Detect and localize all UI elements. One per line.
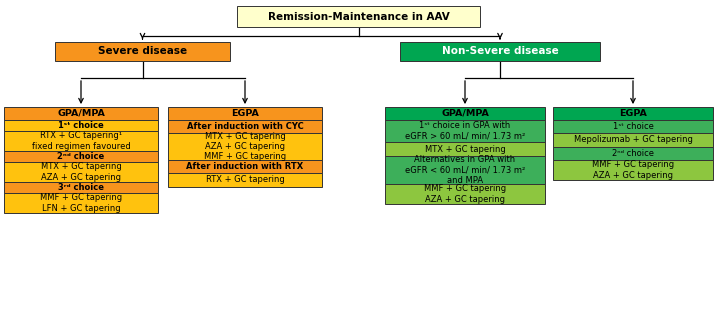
Text: 1ˢᵗ choice in GPA with
eGFR > 60 mL/ min/ 1.73 m²: 1ˢᵗ choice in GPA with eGFR > 60 mL/ min…	[405, 121, 525, 141]
FancyBboxPatch shape	[553, 147, 713, 160]
FancyBboxPatch shape	[553, 107, 713, 120]
Text: GPA/MPA: GPA/MPA	[57, 109, 105, 118]
Text: GPA/MPA: GPA/MPA	[441, 109, 489, 118]
FancyBboxPatch shape	[4, 151, 158, 162]
FancyBboxPatch shape	[168, 133, 322, 160]
Text: After induction with CYC: After induction with CYC	[186, 122, 303, 131]
Text: RTX + GC tapering: RTX + GC tapering	[206, 175, 285, 185]
FancyBboxPatch shape	[385, 107, 545, 120]
Text: Remission-Maintenance in AAV: Remission-Maintenance in AAV	[267, 11, 450, 22]
Text: 2ⁿᵈ choice: 2ⁿᵈ choice	[612, 149, 654, 158]
FancyBboxPatch shape	[4, 193, 158, 213]
Text: 2ⁿᵈ choice: 2ⁿᵈ choice	[57, 152, 105, 161]
FancyBboxPatch shape	[385, 184, 545, 204]
FancyBboxPatch shape	[4, 182, 158, 193]
FancyBboxPatch shape	[400, 42, 600, 61]
Text: Alternatives in GPA with
eGFR < 60 mL/ min/ 1.73 m²
and MPA: Alternatives in GPA with eGFR < 60 mL/ m…	[405, 155, 525, 185]
FancyBboxPatch shape	[55, 42, 230, 61]
Text: EGPA: EGPA	[619, 109, 647, 118]
Text: MMF + GC tapering
AZA + GC tapering: MMF + GC tapering AZA + GC tapering	[424, 184, 506, 204]
Text: After induction with RTX: After induction with RTX	[186, 162, 303, 171]
Text: MTX + GC tapering: MTX + GC tapering	[424, 144, 505, 154]
FancyBboxPatch shape	[168, 120, 322, 133]
Text: MMF + GC tapering
AZA + GC tapering: MMF + GC tapering AZA + GC tapering	[592, 160, 674, 180]
FancyBboxPatch shape	[4, 131, 158, 151]
FancyBboxPatch shape	[4, 107, 158, 120]
Text: 1ˢᵗ choice: 1ˢᵗ choice	[58, 121, 104, 130]
FancyBboxPatch shape	[4, 162, 158, 182]
Text: Non-Severe disease: Non-Severe disease	[442, 47, 559, 56]
FancyBboxPatch shape	[385, 142, 545, 156]
FancyBboxPatch shape	[237, 6, 480, 27]
Text: Severe disease: Severe disease	[98, 47, 187, 56]
Text: EGPA: EGPA	[231, 109, 259, 118]
FancyBboxPatch shape	[385, 120, 545, 142]
FancyBboxPatch shape	[553, 160, 713, 180]
Text: MMF + GC tapering
LFN + GC tapering: MMF + GC tapering LFN + GC tapering	[40, 193, 122, 213]
FancyBboxPatch shape	[168, 160, 322, 173]
FancyBboxPatch shape	[4, 120, 158, 131]
FancyBboxPatch shape	[553, 120, 713, 133]
Text: RTX + GC tapering¹
fixed regimen favoured: RTX + GC tapering¹ fixed regimen favoure…	[32, 131, 130, 151]
FancyBboxPatch shape	[168, 107, 322, 120]
Text: Mepolizumab + GC tapering: Mepolizumab + GC tapering	[574, 136, 693, 144]
Text: 3ʳᵈ choice: 3ʳᵈ choice	[58, 183, 104, 192]
FancyBboxPatch shape	[168, 173, 322, 187]
Text: 1ˢᵗ choice: 1ˢᵗ choice	[612, 122, 653, 131]
FancyBboxPatch shape	[553, 133, 713, 147]
FancyBboxPatch shape	[385, 156, 545, 184]
Text: MTX + GC tapering
AZA + GC tapering: MTX + GC tapering AZA + GC tapering	[41, 162, 121, 182]
Text: MTX + GC tapering
AZA + GC tapering
MMF + GC tapering: MTX + GC tapering AZA + GC tapering MMF …	[204, 132, 286, 161]
